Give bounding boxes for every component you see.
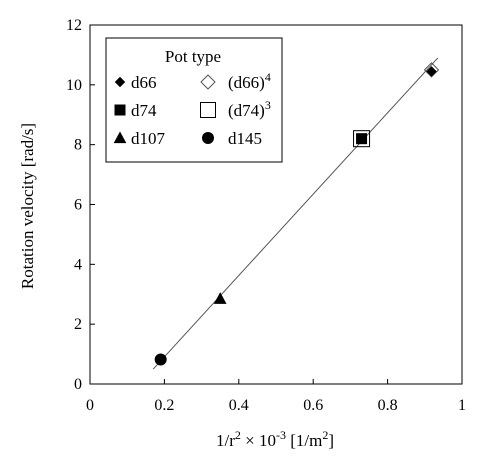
y-axis-title: Rotation velocity [rad/s] [18,123,37,289]
x-tick-label: 0.6 [303,397,323,414]
x-axis-title-sup1: 2 [235,428,241,442]
x-tick-label: 0 [86,397,94,414]
legend-label: (d74)3 [228,98,271,120]
legend-marker-circle-filled [202,132,214,144]
legend-label-main: (d66) [228,73,265,92]
y-tick-label: 2 [74,316,82,333]
x-axis-ticks: 0 0.2 0.4 0.6 0.8 1 [86,379,466,414]
legend-label: d74 [131,101,157,120]
y-tick-label: 4 [74,256,82,273]
legend-marker-square-filled [114,104,126,116]
data-point-square-filled [356,133,368,145]
legend-label-main: d107 [131,129,166,148]
legend-label-main: d66 [131,73,157,92]
legend: Pot type d66 (d66)4 d74 (d74)3 d107 d145 [105,37,283,163]
x-axis-title-end: ] [328,431,334,450]
legend-marker-square-open [200,102,216,118]
x-axis-title-main: 1/r [216,431,235,450]
x-tick-label: 0.4 [229,397,249,414]
x-axis-title-sup3: 2 [322,428,328,442]
legend-label: d145 [228,129,262,148]
legend-label: d107 [131,129,166,148]
x-axis-title-sup2: -3 [276,428,286,442]
legend-marker-diamond-filled [114,76,126,88]
y-tick-label: 6 [74,197,82,214]
legend-marker-diamond-open [200,74,216,90]
data-point-diamond-open [423,62,440,78]
data-points [154,62,440,366]
data-point-diamond-filled [426,66,437,77]
legend-box [105,37,283,163]
data-point-square-open [353,130,371,148]
legend-label-sup: 3 [265,98,271,112]
y-tick-label: 10 [66,77,82,94]
legend-label-main: d74 [131,101,157,120]
x-tick-label: 0.2 [154,397,174,414]
legend-marker-triangle-filled [113,131,127,144]
legend-label-main: (d74) [228,101,265,120]
data-point-triangle-filled [213,292,227,304]
y-tick-label: 12 [66,17,82,34]
legend-entries: d66 (d66)4 d74 (d74)3 d107 d145 [113,70,271,148]
legend-title: Pot type [165,47,221,66]
y-tick-label: 8 [74,137,82,154]
x-axis-title-unit: [1/m [286,431,322,450]
data-point-circle-filled [154,353,167,366]
x-axis-title-mid: × 10 [241,431,276,450]
legend-label-main: d145 [228,129,262,148]
legend-label-sup: 4 [265,70,271,84]
x-axis-title: 1/r2 × 10-3 [1/m2] [216,428,334,450]
x-tick-label: 1 [458,397,466,414]
y-tick-label: 0 [74,376,82,393]
x-tick-label: 0.8 [378,397,398,414]
trendline [152,57,439,370]
legend-label: d66 [131,73,157,92]
plot-area-frame [89,24,463,385]
legend-label: (d66)4 [228,70,271,92]
